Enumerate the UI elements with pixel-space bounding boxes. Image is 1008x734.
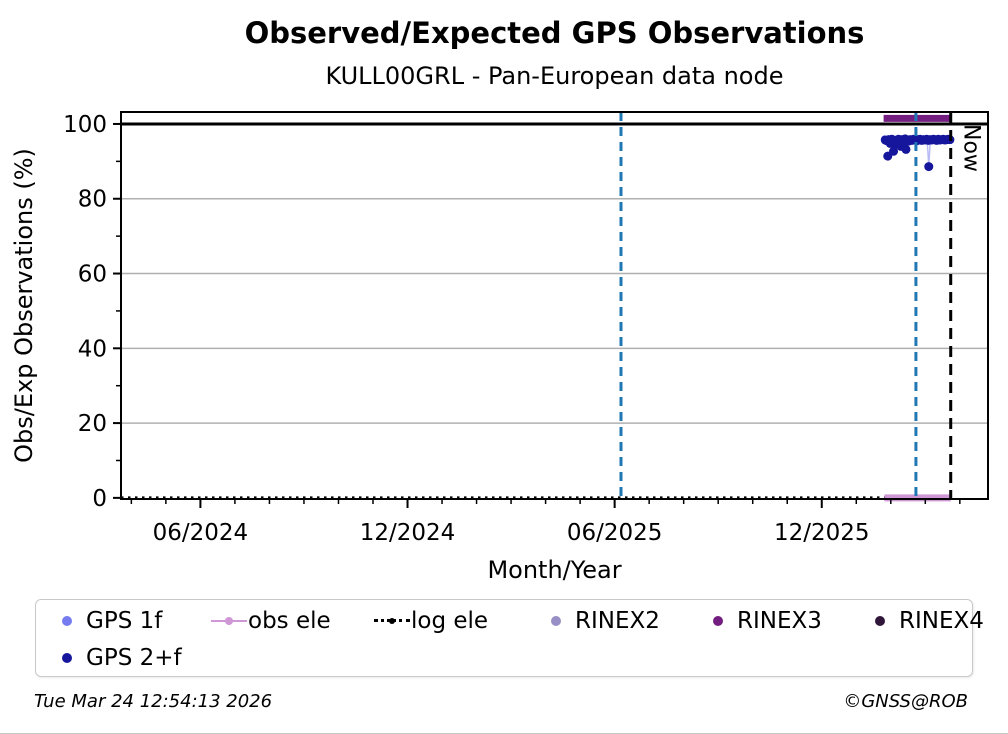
- chart-title: Observed/Expected GPS Observations: [244, 16, 865, 50]
- series-point-gps-2-f: [901, 144, 911, 154]
- y-tick-label: 40: [78, 336, 107, 362]
- x-tick-label: 06/2024: [153, 520, 249, 546]
- legend-item-rinex4: RINEX4: [861, 608, 984, 634]
- legend-item-rinex2: RINEX2: [537, 608, 699, 634]
- chart-plot: Now 0 20 40 60 80 100 06/2024 12/2024 06/2025 12/2…: [10, 111, 989, 584]
- y-tick-label: 0: [92, 486, 107, 512]
- x-axis-label: Month/Year: [487, 556, 621, 584]
- series-point-gps-2-f: [924, 162, 934, 172]
- now-label: Now: [959, 124, 984, 172]
- legend-item-log-ele: log ele: [373, 608, 537, 634]
- y-tick-label: 100: [63, 112, 107, 138]
- copyright-text: ©GNSS@ROB: [843, 691, 968, 712]
- legend-label: RINEX4: [899, 607, 984, 634]
- legend-label: RINEX2: [575, 607, 660, 634]
- legend-label: RINEX3: [737, 607, 822, 634]
- legend-item-rinex3: RINEX3: [699, 608, 861, 634]
- legend-marker-icon: [48, 652, 86, 663]
- timestamp-text: Tue Mar 24 12:54:13 2026: [34, 691, 273, 712]
- plot-frame: [120, 111, 989, 500]
- legend-label: obs ele: [248, 607, 331, 634]
- y-tick-label: 60: [78, 262, 107, 288]
- series-point-gps-2-f: [889, 146, 899, 156]
- y-axis-label: Obs/Exp Observations (%): [10, 148, 38, 463]
- legend-marker-icon: [48, 615, 86, 626]
- legend-label: log ele: [411, 607, 489, 634]
- legend-marker-icon: [373, 616, 411, 626]
- legend-marker-icon: [861, 615, 899, 626]
- y-tick-label: 20: [78, 411, 107, 437]
- legend-item-obs-ele: obs ele: [210, 608, 373, 634]
- legend-marker-icon: [537, 615, 575, 626]
- legend-item-gps-2-f: GPS 2+f: [48, 645, 210, 671]
- x-tick-label: 06/2025: [567, 520, 663, 546]
- x-tick-label: 12/2025: [774, 520, 870, 546]
- legend-item-gps-1f: GPS 1f: [48, 608, 210, 634]
- legend-label: GPS 1f: [86, 607, 163, 634]
- y-tick-label: 80: [78, 187, 107, 213]
- legend-marker-icon: [699, 615, 737, 626]
- legend-label: GPS 2+f: [86, 644, 182, 671]
- chart-subtitle: KULL00GRL - Pan-European data node: [325, 62, 784, 90]
- x-tick-label: 12/2024: [360, 520, 456, 546]
- legend-marker-icon: [210, 616, 248, 626]
- chart-legend: GPS 1f obs ele log ele RINEX2 RINEX3 RINEX4 GP…: [35, 599, 984, 677]
